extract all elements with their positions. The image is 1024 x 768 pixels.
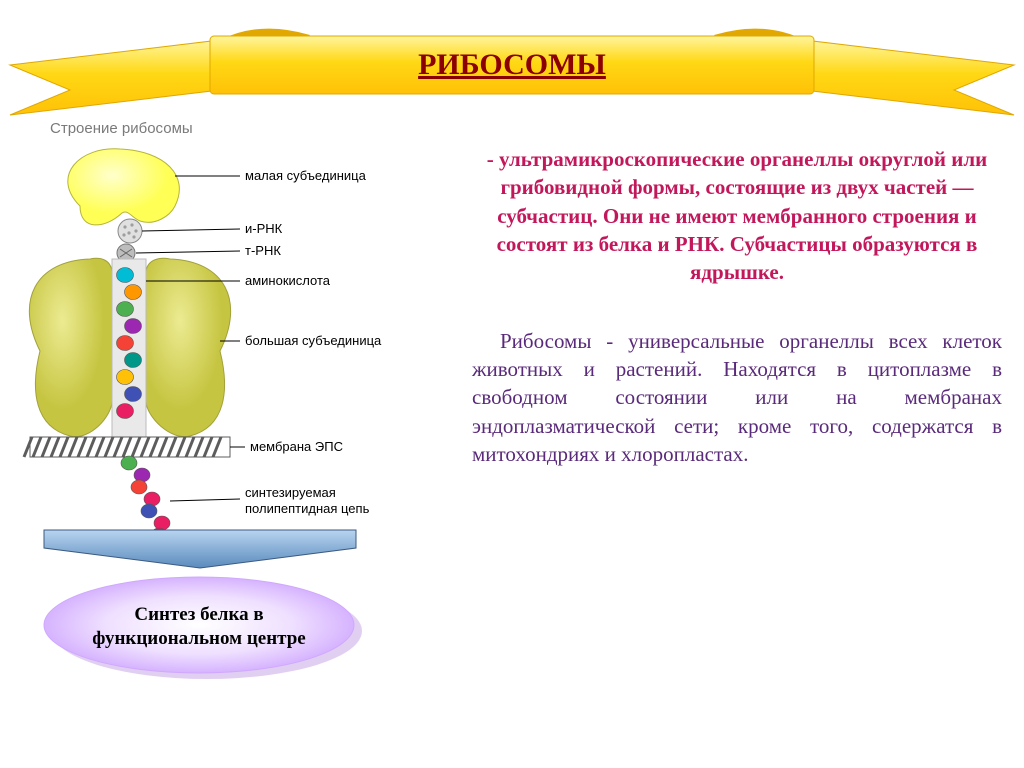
label-mrna: и-РНК [245, 221, 283, 236]
title-banner: РИБОСОМЫ [0, 10, 1024, 110]
definition-text: - ультрамикроскопические органеллы округ… [472, 145, 1002, 287]
result-ellipse: Синтез белка в функциональном центре [34, 573, 364, 683]
diagram-title: Строение рибосомы [50, 120, 400, 137]
arrow-down-icon [40, 526, 360, 570]
label-trna: т-РНК [245, 243, 281, 258]
description-text: Рибосомы - универсальные органеллы всех … [472, 327, 1002, 469]
diagram-column: Строение рибосомы малая субъединица и-РН… [20, 120, 400, 683]
label-membrane: мембрана ЭПС [250, 439, 343, 454]
label-large-subunit: большая субъединица [245, 333, 382, 348]
ribosome-diagram: малая субъединица и-РНК т-РНК аминокисло… [20, 141, 400, 541]
label-small-subunit: малая субъединица [245, 168, 367, 183]
label-chain-l2: полипептидная цепь [245, 501, 370, 516]
ellipse-line1: Синтез белка в [134, 604, 263, 625]
label-amino: аминокислота [245, 273, 331, 288]
text-column: - ультрамикроскопические органеллы округ… [472, 145, 1002, 468]
ellipse-line2: функциональном центре [92, 628, 305, 649]
label-chain-l1: синтезируемая [245, 485, 336, 500]
page-title: РИБОСОМЫ [0, 48, 1024, 82]
